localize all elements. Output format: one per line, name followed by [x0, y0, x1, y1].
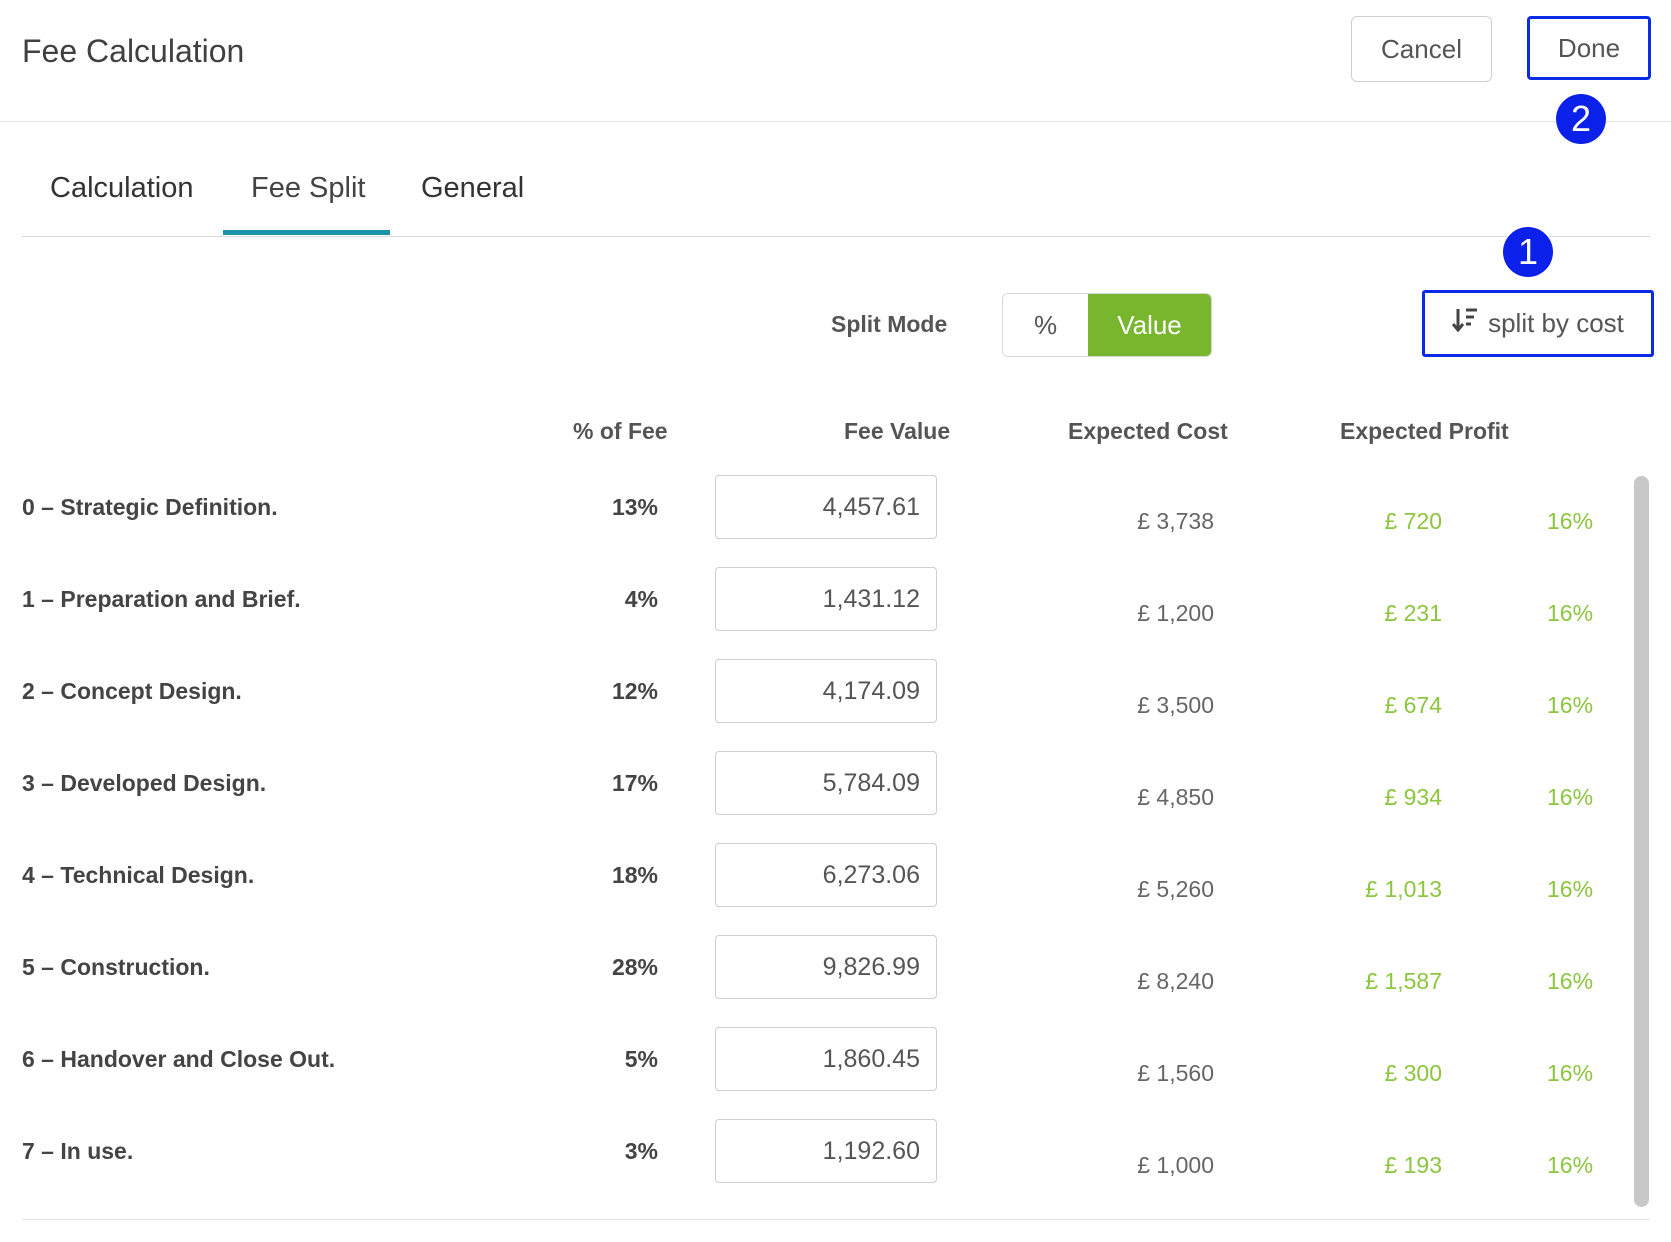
pct-of-fee: 18% [611, 862, 658, 888]
expected-profit: £ 1,013 [1365, 876, 1442, 902]
column-header-expected-profit: Expected Profit [1340, 418, 1509, 444]
expected-profit: £ 674 [1384, 692, 1442, 718]
step-marker-2: 2 [1556, 94, 1606, 144]
expected-profit: £ 720 [1384, 508, 1442, 534]
pct-of-fee: 5% [624, 1046, 658, 1072]
stage-name: 2 – Concept Design. [22, 678, 242, 704]
pct-of-fee: 4% [624, 586, 658, 612]
profit-margin: 16% [1547, 508, 1594, 534]
table-row: 3 – Developed Design. 17% £ 4,850 £ 934 … [0, 750, 1620, 842]
fee-value-input[interactable] [715, 475, 937, 539]
split-mode-percent-option[interactable]: % [1003, 294, 1088, 356]
expected-profit: £ 1,587 [1365, 968, 1442, 994]
split-by-cost-button[interactable]: split by cost [1422, 290, 1654, 357]
pct-of-fee: 12% [611, 678, 658, 704]
tab-calculation[interactable]: Calculation [50, 172, 194, 204]
table-row: 1 – Preparation and Brief. 4% £ 1,200 £ … [0, 566, 1620, 658]
pct-of-fee: 17% [611, 770, 658, 796]
stage-name: 4 – Technical Design. [22, 862, 255, 888]
expected-cost: £ 5,260 [1137, 876, 1214, 902]
expected-cost: £ 1,000 [1137, 1152, 1214, 1178]
profit-margin: 16% [1547, 692, 1594, 718]
expected-profit: £ 300 [1384, 1060, 1442, 1086]
fee-value-input[interactable] [715, 659, 937, 723]
stage-name: 5 – Construction. [22, 954, 210, 980]
table-bottom-divider [22, 1219, 1650, 1220]
dialog-title: Fee Calculation [22, 33, 245, 69]
profit-margin: 16% [1547, 968, 1594, 994]
column-header-fee-value: Fee Value [844, 418, 951, 444]
fee-value-input[interactable] [715, 567, 937, 631]
done-button[interactable]: Done [1527, 16, 1651, 80]
stage-name: 3 – Developed Design. [22, 770, 267, 796]
fee-value-input[interactable] [715, 1027, 937, 1091]
column-header-pct-of-fee: % of Fee [573, 418, 668, 444]
profit-margin: 16% [1547, 1060, 1594, 1086]
split-mode-value-option[interactable]: Value [1088, 294, 1211, 356]
table-row: 5 – Construction. 28% £ 8,240 £ 1,587 16… [0, 934, 1620, 1026]
table-row: 0 – Strategic Definition. 13% £ 3,738 £ … [0, 474, 1620, 566]
stage-name: 6 – Handover and Close Out. [22, 1046, 336, 1072]
fee-value-input[interactable] [715, 751, 937, 815]
stage-name: 0 – Strategic Definition. [22, 494, 278, 520]
pct-of-fee: 3% [624, 1138, 658, 1164]
split-by-cost-label: split by cost [1488, 308, 1624, 338]
expected-profit: £ 231 [1384, 600, 1442, 626]
expected-cost: £ 3,738 [1137, 508, 1214, 534]
tab-bar: Calculation Fee Split General [22, 160, 1650, 237]
profit-margin: 16% [1547, 600, 1594, 626]
table-row: 7 – In use. 3% £ 1,000 £ 193 16% [0, 1118, 1620, 1210]
profit-margin: 16% [1547, 876, 1594, 902]
cancel-button[interactable]: Cancel [1351, 16, 1492, 82]
split-mode-toggle: % Value [1002, 293, 1212, 357]
fee-value-input[interactable] [715, 843, 937, 907]
expected-cost: £ 1,200 [1137, 600, 1214, 626]
column-header-expected-cost: Expected Cost [1068, 418, 1228, 444]
expected-cost: £ 1,560 [1137, 1060, 1214, 1086]
tab-fee-split[interactable]: Fee Split [251, 172, 366, 204]
profit-margin: 16% [1547, 784, 1594, 810]
table-row: 4 – Technical Design. 18% £ 5,260 £ 1,01… [0, 842, 1620, 934]
expected-cost: £ 4,850 [1137, 784, 1214, 810]
fee-value-input[interactable] [715, 1119, 937, 1183]
stage-name: 1 – Preparation and Brief. [22, 586, 301, 612]
pct-of-fee: 28% [611, 954, 658, 980]
split-mode-label: Split Mode [831, 311, 948, 337]
vertical-scrollbar[interactable] [1634, 476, 1649, 1207]
sort-descending-icon [1451, 306, 1488, 341]
expected-cost: £ 3,500 [1137, 692, 1214, 718]
table-row: 6 – Handover and Close Out. 5% £ 1,560 £… [0, 1026, 1620, 1118]
pct-of-fee: 13% [611, 494, 658, 520]
step-marker-1: 1 [1503, 227, 1553, 277]
expected-cost: £ 8,240 [1137, 968, 1214, 994]
expected-profit: £ 934 [1384, 784, 1442, 810]
stage-name: 7 – In use. [22, 1138, 134, 1164]
profit-margin: 16% [1547, 1152, 1594, 1178]
expected-profit: £ 193 [1384, 1152, 1442, 1178]
tab-general[interactable]: General [421, 172, 525, 204]
fee-value-input[interactable] [715, 935, 937, 999]
table-row: 2 – Concept Design. 12% £ 3,500 £ 674 16… [0, 658, 1620, 750]
dialog-header: Fee Calculation Cancel Done [0, 0, 1671, 122]
active-tab-indicator [223, 230, 390, 235]
